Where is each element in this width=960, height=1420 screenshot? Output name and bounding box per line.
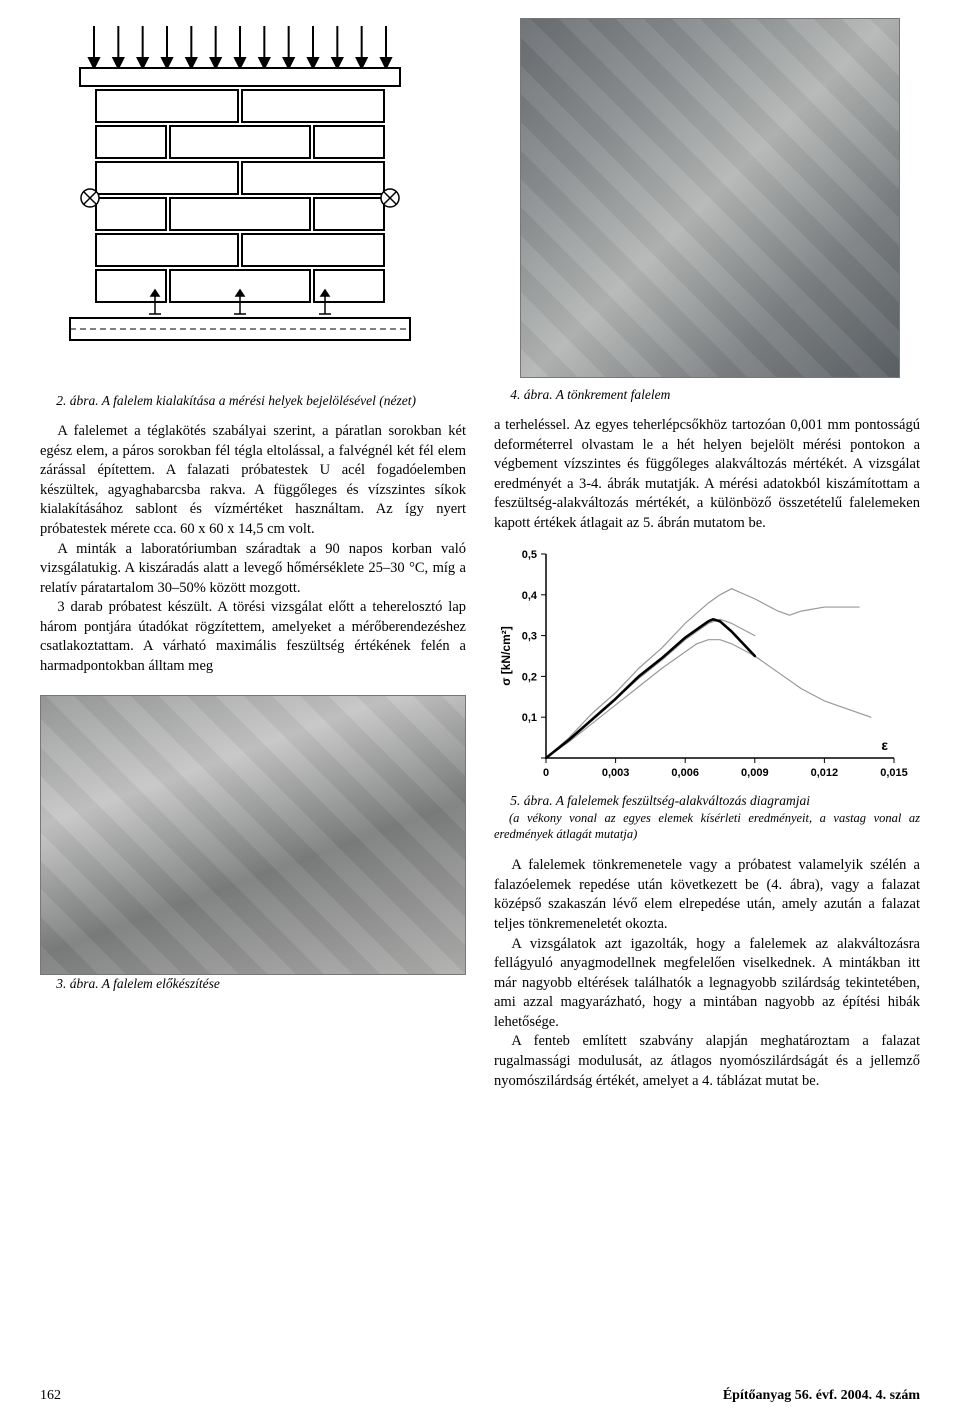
svg-text:0,1: 0,1 xyxy=(522,712,537,724)
page-number: 162 xyxy=(40,1387,61,1406)
svg-text:σ [kN/cm²]: σ [kN/cm²] xyxy=(499,626,513,686)
left-p1: A falelemet a téglakötés szabályai szeri… xyxy=(40,422,466,539)
figure-3-caption: 3. ábra. A falelem előkészítése xyxy=(40,975,466,993)
svg-text:0,006: 0,006 xyxy=(671,767,699,779)
figure-5-subcaption: (a vékony vonal az egyes elemek kísérlet… xyxy=(494,810,920,843)
right-p2: A falelemek tönkremenetele vagy a próbat… xyxy=(494,856,920,934)
figure-4-photo xyxy=(520,18,900,378)
figure-4-caption: 4. ábra. A tönkrement falelem xyxy=(494,386,920,404)
figure-3-photo xyxy=(40,695,466,975)
left-p3: 3 darab próbatest készült. A törési vizs… xyxy=(40,598,466,676)
svg-text:0: 0 xyxy=(543,767,549,779)
journal-info: Építőanyag 56. évf. 2004. 4. szám xyxy=(723,1387,920,1406)
svg-text:0,2: 0,2 xyxy=(522,671,537,683)
svg-text:0,4: 0,4 xyxy=(522,589,538,601)
figure-2-svg xyxy=(60,18,420,358)
figure-5-caption: 5. ábra. A falelemek feszültség-alakvált… xyxy=(494,792,920,810)
figure-3: 3. ábra. A falelem előkészítése xyxy=(40,695,466,993)
left-p2: A minták a laboratóriumban száradtak a 9… xyxy=(40,540,466,599)
page-footer: 162 Építőanyag 56. évf. 2004. 4. szám xyxy=(40,1387,920,1406)
svg-text:0,012: 0,012 xyxy=(811,767,839,779)
left-column: 2. ábra. A falelem kialakítása a mérési … xyxy=(40,392,466,1091)
body-columns: 2. ábra. A falelem kialakítása a mérési … xyxy=(40,392,920,1091)
figure-5: 0,1 0,2 0,3 0,4 0,5 0 0,003 0,006 0,009 0,012 0,01… xyxy=(494,542,920,843)
svg-text:0,009: 0,009 xyxy=(741,767,769,779)
right-p1: a terheléssel. Az egyes teherlépcsőkhöz … xyxy=(494,416,920,533)
right-p4: A fenteb említett szabvány alapján megha… xyxy=(494,1032,920,1091)
svg-text:0,003: 0,003 xyxy=(602,767,630,779)
figure-2 xyxy=(60,18,420,378)
figure-4 xyxy=(520,18,900,378)
right-p3: A vizsgálatok azt igazolták, hogy a fale… xyxy=(494,935,920,1033)
chart-svg: 0,1 0,2 0,3 0,4 0,5 0 0,003 0,006 0,009 0,012 0,01… xyxy=(494,542,914,792)
top-figure-row xyxy=(40,18,920,378)
figure-2-caption: 2. ábra. A falelem kialakítása a mérési … xyxy=(40,392,466,410)
svg-text:ε: ε xyxy=(881,737,888,753)
right-column: 4. ábra. A tönkrement falelem a terhelés… xyxy=(494,392,920,1091)
svg-text:0,015: 0,015 xyxy=(880,767,908,779)
svg-text:0,3: 0,3 xyxy=(522,630,537,642)
svg-text:0,5: 0,5 xyxy=(522,549,537,561)
